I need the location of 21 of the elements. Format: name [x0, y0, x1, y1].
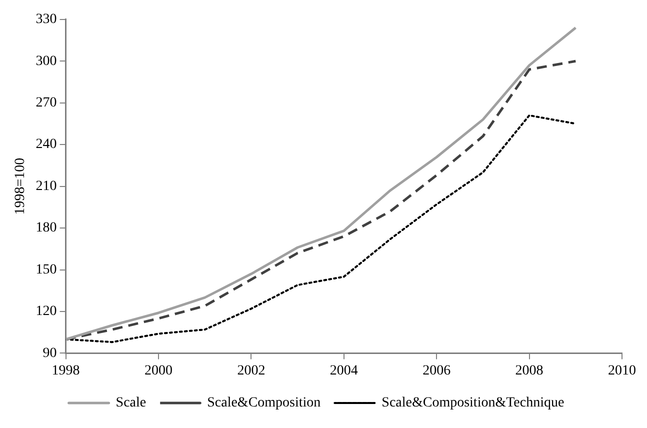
legend-label: Scale: [116, 396, 146, 411]
y-tick-label: 330: [36, 12, 57, 28]
x-tick-label: 2006: [422, 363, 451, 378]
x-tick-label: 2010: [608, 363, 636, 378]
legend-label: Scale&Composition&Technique: [382, 396, 564, 411]
line-series: [66, 114, 577, 344]
x-tick-label: 2004: [330, 363, 358, 378]
legend-label: Scale&Composition: [207, 396, 321, 411]
x-tick-label: 2000: [144, 363, 172, 378]
x-tick-label: 2002: [237, 363, 266, 378]
y-tick-label: 210: [36, 178, 57, 194]
y-tick-label: 240: [36, 137, 57, 152]
y-tick-label: 120: [36, 304, 57, 320]
y-tick-label: 300: [36, 54, 57, 69]
y-tick-label: 90: [42, 346, 57, 361]
y-tick-label: 150: [36, 262, 57, 278]
y-tick-label: 180: [36, 220, 57, 236]
x-tick-label: 1998: [52, 363, 80, 378]
y-tick-label: 270: [36, 96, 57, 111]
y-axis-title: 1998=100: [13, 158, 28, 215]
x-tick-label: 2008: [515, 363, 544, 378]
